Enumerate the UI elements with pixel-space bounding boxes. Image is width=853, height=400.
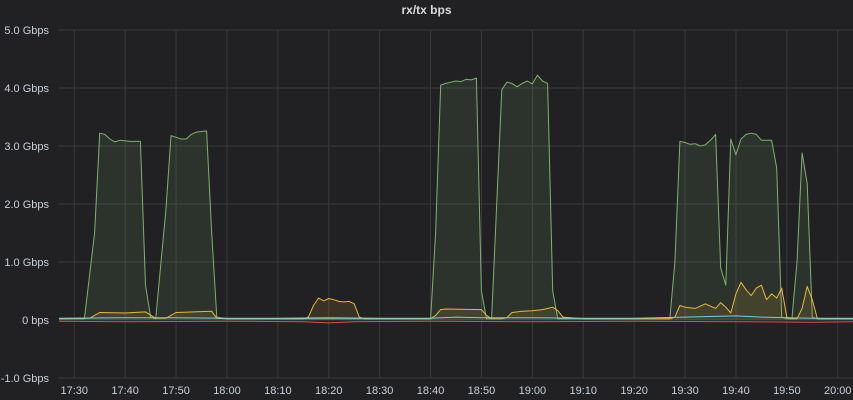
x-tick-label: 19:10 (569, 385, 597, 397)
x-tick-label: 17:40 (111, 385, 139, 397)
y-tick-label: 2.0 Gbps (4, 199, 49, 211)
series-group (58, 74, 853, 324)
y-tick-label: -1.0 Gbps (1, 373, 50, 385)
x-tick-label: 18:10 (264, 385, 292, 397)
series-2-line (58, 315, 853, 319)
x-tick-label: 18:40 (417, 385, 445, 397)
grid-lines (59, 29, 853, 379)
y-tick-label: 1.0 Gbps (4, 257, 49, 269)
series-0-area (59, 75, 853, 320)
x-tick-label: 19:30 (671, 385, 699, 397)
x-tick-label: 18:30 (366, 385, 394, 397)
y-tick-label: 5.0 Gbps (4, 25, 49, 37)
y-tick-label: 4.0 Gbps (4, 83, 49, 95)
x-tick-label: 17:50 (162, 385, 190, 397)
x-tick-label: 20:00 (824, 385, 852, 397)
x-tick-label: 19:20 (620, 385, 648, 397)
series-3-line (58, 320, 853, 324)
x-tick-label: 19:40 (722, 385, 750, 397)
series-1-area (59, 282, 853, 320)
x-tick-label: 19:50 (773, 385, 801, 397)
y-tick-label: 0 bps (22, 315, 49, 327)
x-tick-label: 18:00 (213, 385, 241, 397)
x-axis-ticks: 17:30 17:40 17:50 18:00 18:10 18:20 18:30 18:40… (61, 385, 852, 397)
panel-title[interactable]: rx/tx bps (401, 3, 452, 17)
y-axis-ticks: -1.0 Gbps 0 bps 1.0 Gbps 2.0 Gbps 3.0 Gbps 4.… (1, 25, 50, 385)
y-tick-label: 3.0 Gbps (4, 141, 49, 153)
x-tick-label: 17:30 (61, 385, 89, 397)
series-0-line (59, 74, 853, 320)
x-tick-label: 18:20 (315, 385, 343, 397)
x-tick-label: 19:00 (519, 385, 547, 397)
x-tick-label: 18:50 (468, 385, 496, 397)
